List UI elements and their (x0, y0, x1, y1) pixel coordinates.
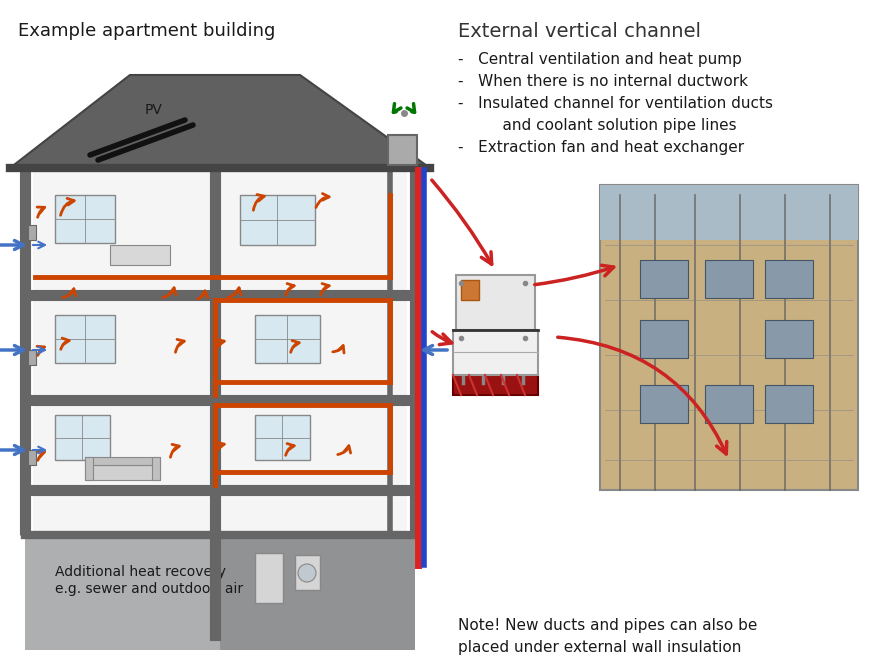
FancyBboxPatch shape (461, 280, 479, 300)
Bar (220, 535, 415, 650)
Text: Example apartment building: Example apartment building (18, 22, 275, 40)
Bar (640, 260, 687, 298)
FancyBboxPatch shape (453, 330, 537, 375)
Bar (640, 385, 687, 423)
FancyBboxPatch shape (240, 195, 315, 245)
Text: and coolant solution pipe lines: and coolant solution pipe lines (482, 118, 736, 133)
Text: External vertical channel: External vertical channel (457, 22, 700, 41)
Bar (28, 350, 36, 365)
Text: Additional heat recovery: Additional heat recovery (55, 565, 226, 579)
Text: -   When there is no internal ductwork: - When there is no internal ductwork (457, 74, 747, 89)
FancyBboxPatch shape (455, 275, 534, 330)
Text: -   Extraction fan and heat exchanger: - Extraction fan and heat exchanger (457, 140, 743, 155)
Bar (28, 225, 36, 240)
FancyBboxPatch shape (453, 375, 537, 395)
Bar (600, 185, 857, 490)
Polygon shape (10, 75, 429, 168)
Bar (295, 555, 320, 590)
Bar (255, 553, 282, 603)
Text: Note! New ducts and pipes can also be: Note! New ducts and pipes can also be (457, 618, 757, 633)
Text: e.g. sewer and outdoor  air: e.g. sewer and outdoor air (55, 582, 242, 596)
Bar (704, 385, 753, 423)
Bar (28, 450, 36, 465)
Bar (109, 245, 169, 265)
Text: placed under external wall insulation: placed under external wall insulation (457, 640, 740, 655)
Bar (764, 260, 812, 298)
FancyBboxPatch shape (255, 315, 320, 363)
Bar (33, 170, 407, 535)
Bar (85, 465, 160, 480)
FancyBboxPatch shape (255, 415, 309, 460)
Polygon shape (33, 90, 409, 168)
Bar (764, 320, 812, 358)
FancyBboxPatch shape (55, 195, 115, 243)
Bar (25, 535, 220, 650)
Bar (85, 457, 160, 465)
Bar (85, 457, 93, 480)
Bar (704, 260, 753, 298)
FancyBboxPatch shape (55, 315, 115, 363)
Text: PV: PV (145, 103, 163, 117)
Bar (640, 320, 687, 358)
Bar (388, 135, 416, 165)
FancyBboxPatch shape (55, 415, 109, 460)
Bar (764, 385, 812, 423)
Bar (152, 457, 160, 480)
Bar (25, 535, 415, 650)
Bar (600, 185, 857, 240)
Circle shape (298, 564, 315, 582)
Text: -   Insulated channel for ventilation ducts: - Insulated channel for ventilation duct… (457, 96, 773, 111)
Text: -   Central ventilation and heat pump: - Central ventilation and heat pump (457, 52, 741, 67)
